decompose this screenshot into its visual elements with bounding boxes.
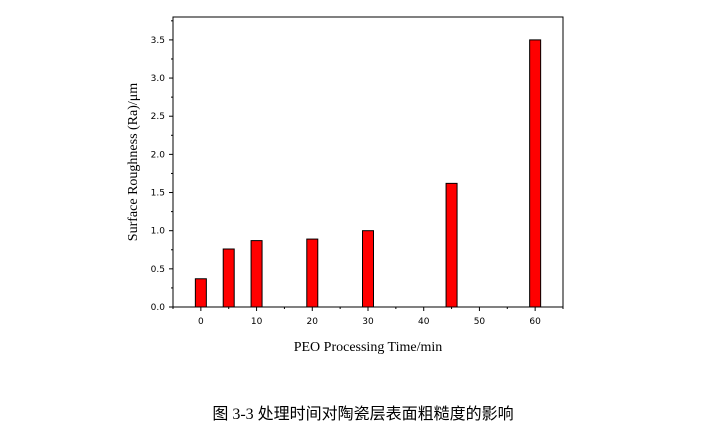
y-tick-label: 1.0 bbox=[151, 227, 166, 237]
y-tick-label: 2.0 bbox=[151, 150, 166, 160]
x-tick-label: 10 bbox=[251, 317, 263, 327]
y-axis-label: Surface Roughness (Ra)/μm bbox=[126, 83, 141, 241]
y-tick-label: 0.5 bbox=[151, 265, 165, 275]
bar bbox=[194, 278, 207, 308]
bar bbox=[529, 39, 542, 308]
y-tick-label: 0.0 bbox=[151, 303, 166, 313]
x-tick-label: 40 bbox=[418, 317, 430, 327]
y-tick-label: 1.5 bbox=[151, 189, 165, 199]
x-tick-label: 20 bbox=[307, 317, 319, 327]
bar bbox=[306, 238, 319, 308]
bar bbox=[250, 240, 263, 308]
x-tick-label: 30 bbox=[362, 317, 374, 327]
y-tick-label: 3.0 bbox=[151, 74, 166, 84]
x-tick-label: 50 bbox=[474, 317, 486, 327]
bar bbox=[445, 182, 458, 308]
y-tick-label: 3.5 bbox=[151, 36, 165, 46]
x-axis-label: PEO Processing Time/min bbox=[294, 340, 443, 355]
x-tick-label: 0 bbox=[198, 317, 204, 327]
figure-caption: 图 3-3 处理时间对陶瓷层表面粗糙度的影响 bbox=[212, 406, 514, 423]
bar-chart: 0.0 0.5 1.0 1.5 2.0 2.5 3.0 3.5 0 10 20 30 40 50 60 PEO… bbox=[126, 16, 564, 355]
bar bbox=[222, 248, 235, 308]
y-tick-label: 2.5 bbox=[151, 112, 165, 122]
x-tick-label: 60 bbox=[529, 317, 541, 327]
bar bbox=[362, 230, 374, 308]
